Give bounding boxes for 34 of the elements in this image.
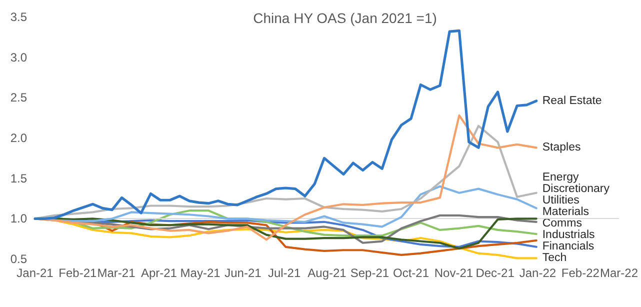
series-label: Industrials: [542, 229, 596, 241]
x-tick-label: Feb-22: [561, 266, 600, 280]
x-tick-label: Aug-21: [308, 266, 347, 280]
x-tick-label: Jul-21: [268, 266, 301, 280]
x-tick-label: Jan-22: [519, 266, 556, 280]
y-tick-label: 3.0: [10, 50, 28, 64]
x-tick-label: Jun-21: [224, 266, 262, 280]
series-label: Materials: [542, 206, 590, 218]
series-label: Staples: [542, 142, 581, 154]
y-tick-label: 2.0: [10, 131, 28, 145]
y-tick-label: 2.5: [10, 90, 28, 105]
x-tick-label: Oct-21: [393, 266, 430, 280]
x-tick-label: Apr-21: [140, 266, 178, 280]
series-label: Discretionary: [542, 183, 610, 195]
y-tick-label: 1.0: [10, 212, 28, 226]
x-tick-label: May-21: [180, 266, 221, 280]
series-label: Real Estate: [542, 94, 602, 107]
series-label: Energy: [542, 172, 580, 184]
x-tick-label: Feb-21: [58, 266, 98, 280]
line-series: [34, 29, 538, 220]
y-tick-label: 0.5: [10, 252, 28, 266]
series-label: Comms: [542, 218, 582, 230]
x-tick-label: Dec-21: [476, 266, 515, 280]
series-label: Financials: [542, 240, 594, 252]
y-tick-label: 3.5: [10, 10, 28, 24]
x-tick-label: Nov-21: [434, 266, 474, 280]
x-tick-label: Jan-21: [16, 266, 54, 280]
y-tick-label: 1.5: [10, 171, 28, 186]
series-label: Utilities: [542, 194, 580, 206]
chart-title: China HY OAS (Jan 2021 =1): [253, 10, 437, 26]
series-label: Tech: [542, 252, 567, 264]
x-tick-label: Mar-22: [600, 266, 638, 280]
x-tick-label: Sep-21: [350, 266, 390, 280]
x-tick-label: Mar-21: [97, 266, 136, 280]
